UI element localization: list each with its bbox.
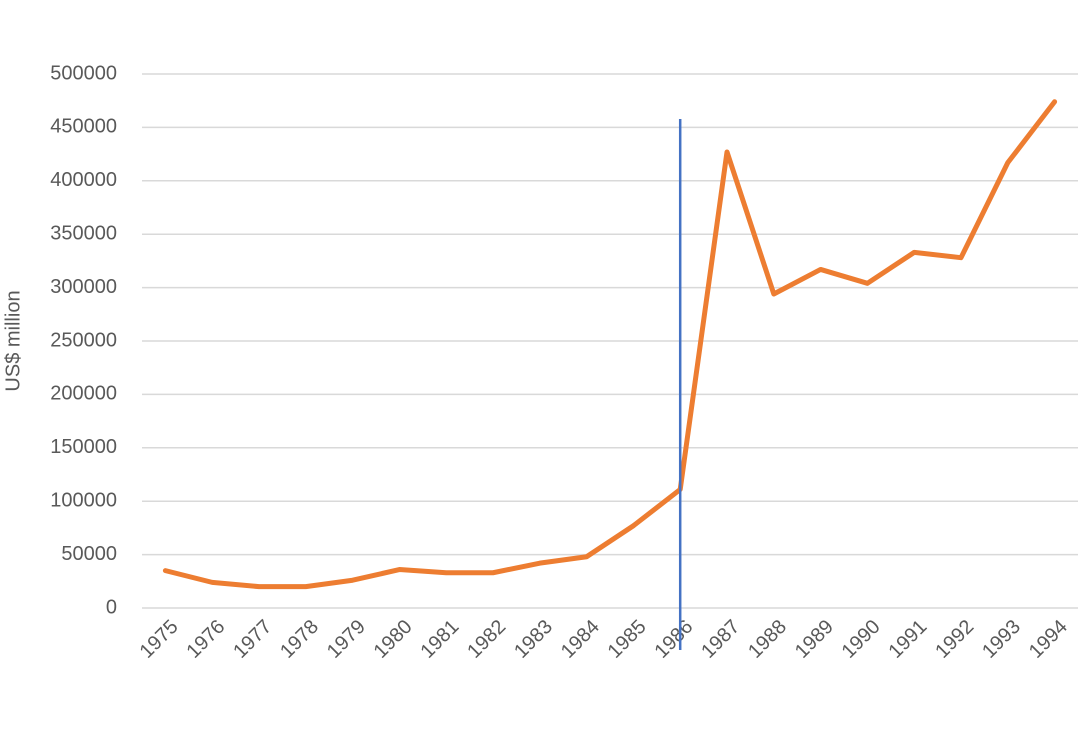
y-tick-label: 350000 <box>50 222 117 244</box>
x-tick-label: 1977 <box>229 616 276 663</box>
x-tick-label: 1982 <box>463 616 510 663</box>
y-axis-title: US$ million <box>2 290 24 391</box>
y-tick-label: 250000 <box>50 329 117 351</box>
x-tick-label: 1981 <box>416 616 463 663</box>
x-tick-label: 1989 <box>791 616 838 663</box>
y-tick-label: 0 <box>106 596 117 618</box>
x-tick-label: 1978 <box>276 616 323 663</box>
x-tick-label: 1983 <box>510 616 557 663</box>
y-tick-label: 50000 <box>61 543 117 565</box>
y-tick-label: 100000 <box>50 489 117 511</box>
y-tick-label: 500000 <box>50 62 117 84</box>
x-tick-label: 1988 <box>744 616 791 663</box>
x-tick-label: 1979 <box>323 616 370 663</box>
y-tick-label: 450000 <box>50 116 117 138</box>
x-tick-label: 1986 <box>650 616 697 663</box>
y-tick-label: 200000 <box>50 383 117 405</box>
x-tick-label: 1991 <box>884 616 931 663</box>
y-tick-label: 400000 <box>50 169 117 191</box>
data-line <box>162 99 1058 590</box>
y-tick-label: 150000 <box>50 436 117 458</box>
x-tick-label: 1976 <box>182 616 229 663</box>
x-tick-label: 1990 <box>838 616 885 663</box>
y-tick-label: 300000 <box>50 276 117 298</box>
x-tick-label: 1987 <box>697 616 744 663</box>
x-tick-label: 1992 <box>931 616 978 663</box>
x-tick-label: 1985 <box>604 616 651 663</box>
x-tick-label: 1975 <box>136 616 183 663</box>
x-tick-label: 1994 <box>1025 616 1072 663</box>
x-tick-label: 1993 <box>978 616 1025 663</box>
x-tick-label: 1980 <box>370 616 417 663</box>
x-tick-label: 1984 <box>557 616 604 663</box>
